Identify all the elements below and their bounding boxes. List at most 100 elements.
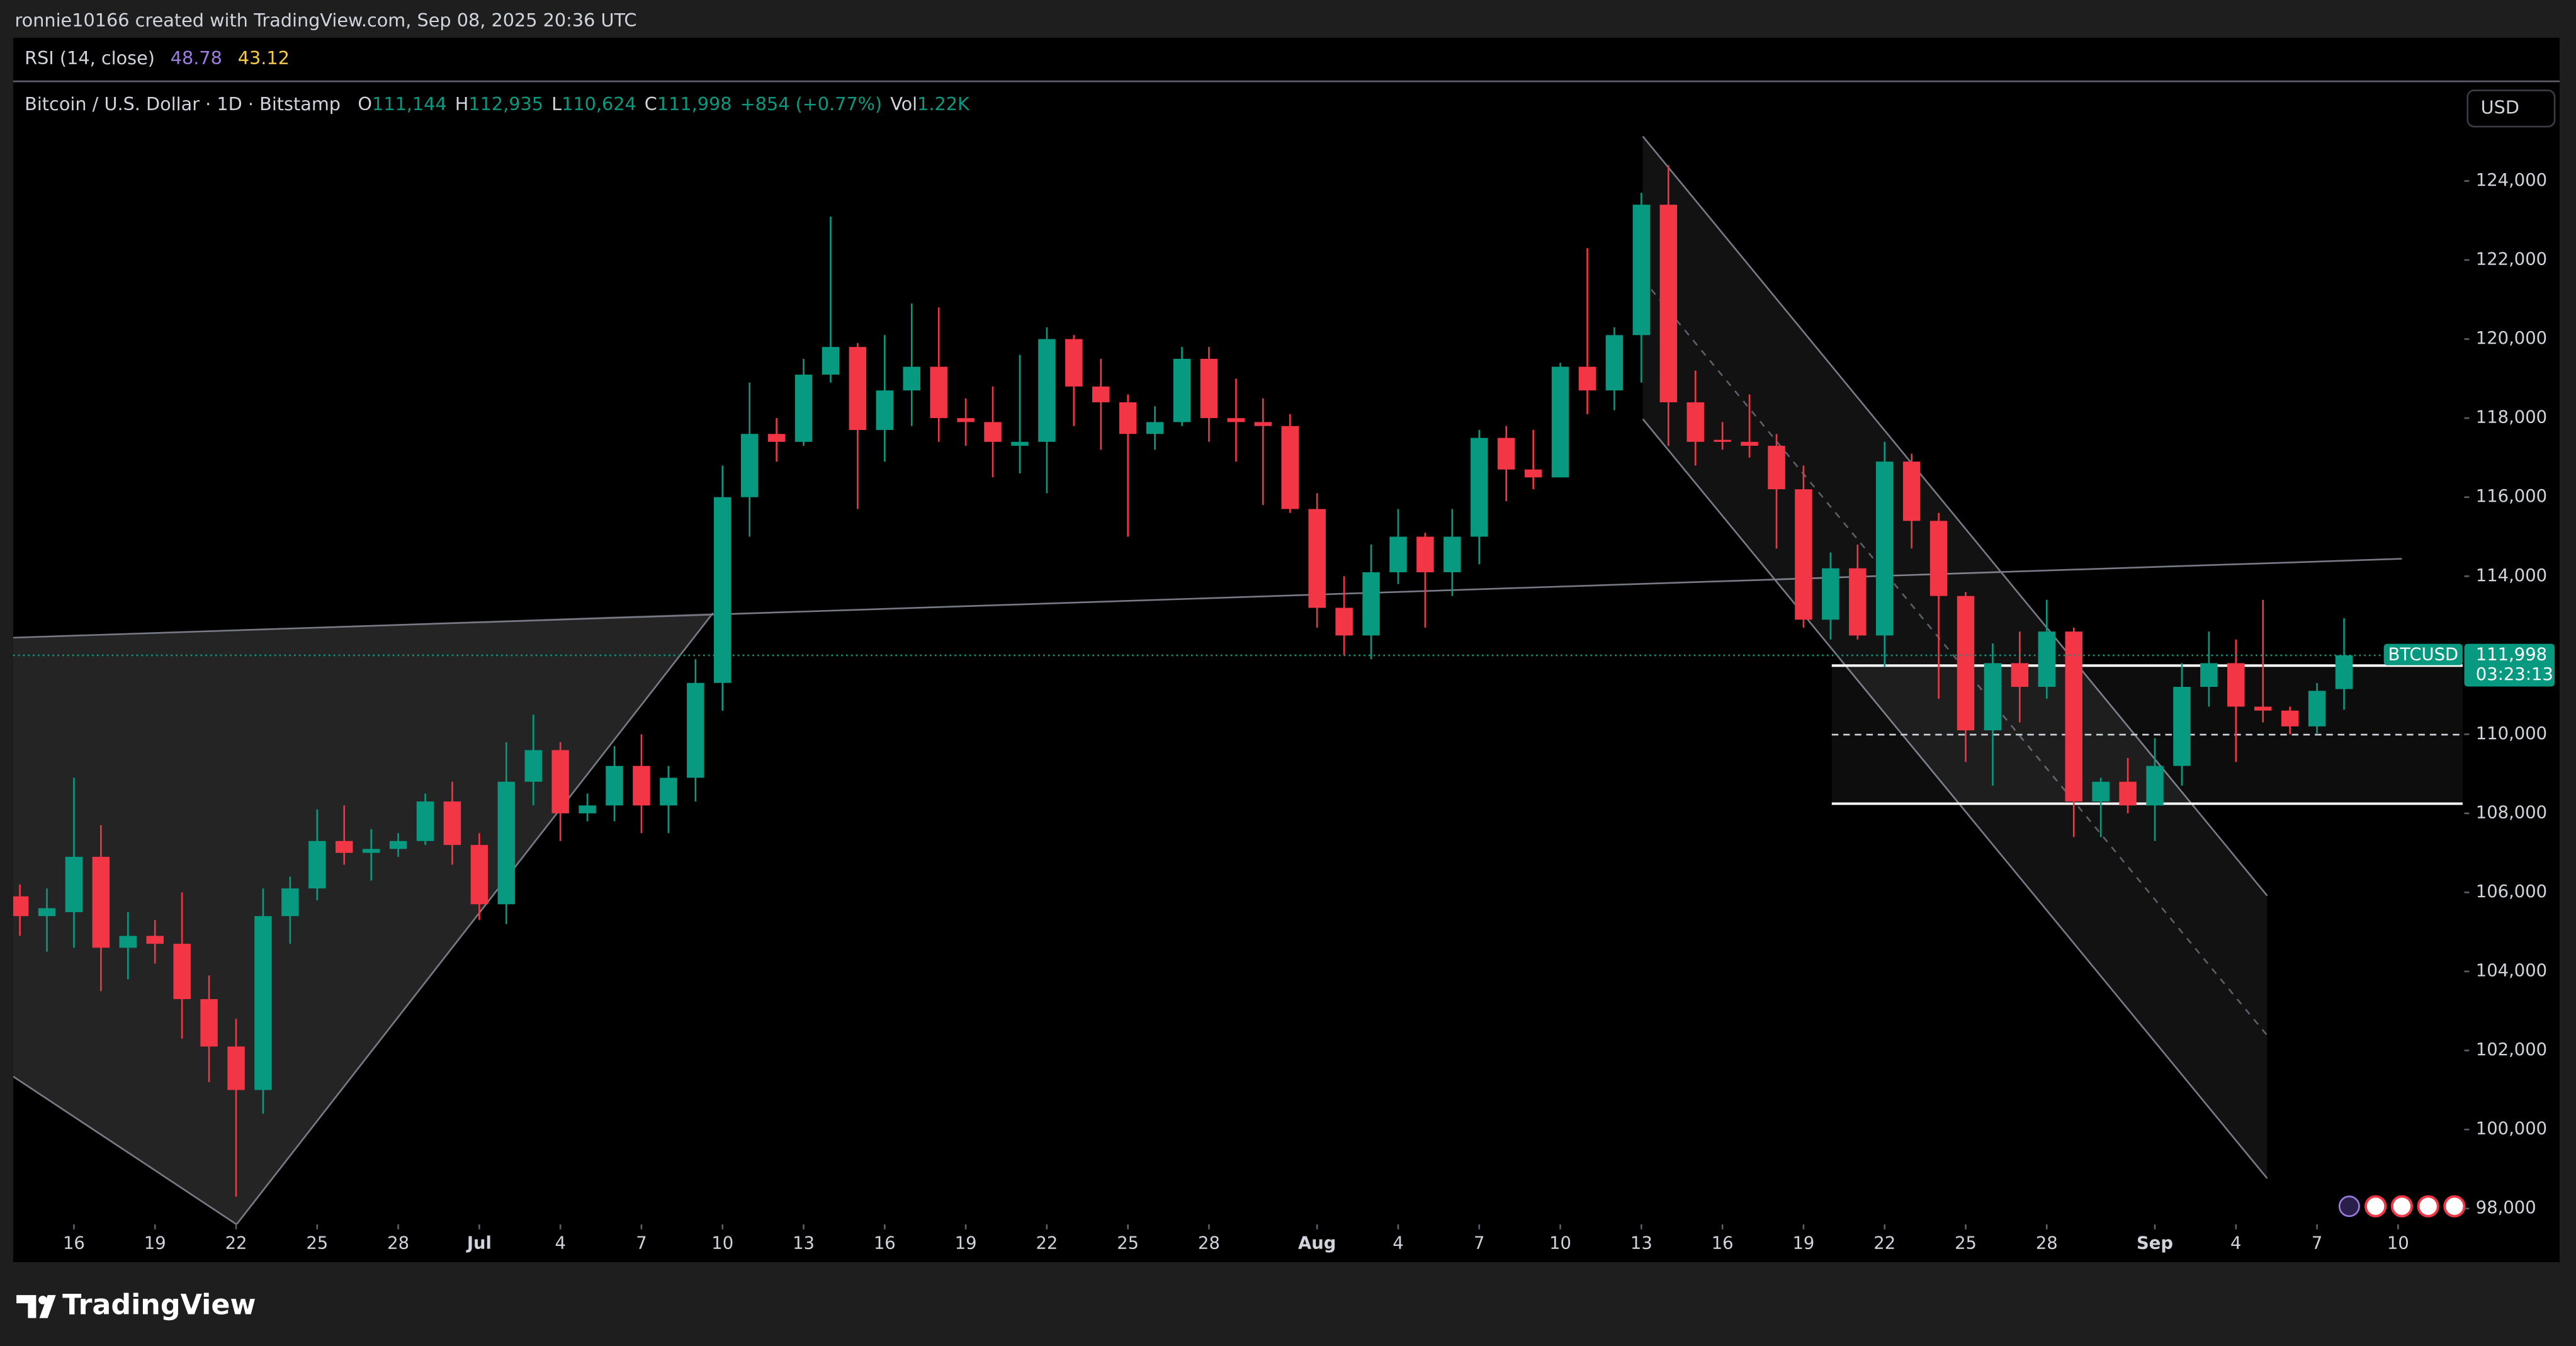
x-tick-label: 25 [1117, 1234, 1139, 1253]
candle-body [2065, 631, 2082, 802]
candle-body [146, 936, 164, 944]
event-icon[interactable] [2443, 1195, 2466, 1218]
x-tick-label: 7 [636, 1234, 647, 1253]
event-icons[interactable] [2338, 1195, 2466, 1218]
candle-body [1335, 608, 1353, 636]
candle-body [660, 778, 677, 806]
candle-body [1578, 366, 1596, 391]
candle-body [2038, 631, 2056, 687]
candle-body [551, 750, 569, 813]
wedge-line [13, 1075, 237, 1224]
candle-body [2146, 766, 2164, 806]
x-tick-label: 4 [2230, 1234, 2241, 1253]
candle-body [1471, 438, 1488, 537]
x-tick-label: 4 [555, 1234, 565, 1253]
candle-body [984, 422, 1002, 442]
x-tick-label: Sep [2137, 1234, 2173, 1253]
currency-button[interactable] [2466, 89, 2556, 128]
x-tick-label: 22 [1036, 1234, 1058, 1253]
candle-body [2200, 663, 2218, 687]
candle-body [1768, 446, 1785, 490]
x-tick-label: 22 [1873, 1234, 1895, 1253]
candle-body [1119, 402, 1137, 434]
candle-body [389, 840, 407, 849]
brand-name: TradingView [62, 1289, 256, 1321]
candle-body [1605, 335, 1624, 391]
ohlc-key: L [551, 93, 562, 115]
x-tick-label: 25 [306, 1234, 328, 1253]
candle-body [1497, 438, 1515, 470]
candle-body [1929, 521, 1948, 596]
candle-body [1443, 536, 1461, 572]
event-icon[interactable] [2364, 1195, 2387, 1218]
candle-body [1957, 596, 1975, 731]
candle-body [443, 801, 461, 845]
attribution: ronnie10166 created with TradingView.com… [14, 9, 636, 31]
x-tick-label: 16 [874, 1234, 896, 1253]
candle-body [1146, 422, 1164, 434]
symbol-tag [2383, 643, 2463, 665]
symbol-legend: Bitcoin / U.S. Dollar · 1D · Bitstamp O1… [25, 93, 970, 115]
candle-body [2281, 710, 2299, 727]
x-tick-label: 16 [1712, 1234, 1734, 1253]
candle-body [470, 845, 489, 905]
y-tick-label: 100,000 [2476, 1119, 2547, 1139]
volume-value: 1.22K [917, 93, 970, 115]
candle-body [2092, 781, 2110, 802]
candle-body [1686, 402, 1704, 442]
candle-body [1741, 441, 1758, 446]
candle-body [524, 750, 542, 782]
candle-body [1984, 663, 2002, 731]
symbol-title: Bitcoin / U.S. Dollar · 1D · Bitstamp [25, 93, 341, 115]
candle-body [1389, 536, 1407, 572]
x-tick-label: 28 [1198, 1234, 1220, 1253]
x-tick-label: 19 [1792, 1234, 1814, 1253]
y-tick-label: 124,000 [2476, 171, 2547, 190]
brand-logo [16, 1295, 56, 1318]
candle-body [903, 366, 920, 391]
candle-body [2227, 663, 2245, 707]
candle-body [1254, 422, 1272, 426]
y-tick-label: 104,000 [2476, 961, 2547, 981]
x-tick-label: 16 [63, 1234, 85, 1253]
candle-body [822, 347, 840, 375]
candle-body [606, 766, 623, 806]
candle-body [1524, 469, 1542, 478]
candle-body [1173, 358, 1191, 422]
x-tick-label: 13 [793, 1234, 815, 1253]
candle-body [335, 840, 353, 853]
candle-body [13, 896, 29, 917]
candle-body [173, 944, 191, 999]
y-tick-label: 110,000 [2476, 724, 2547, 744]
channel-line [1642, 418, 2268, 1179]
candles [13, 165, 2353, 1197]
currency-label[interactable]: USD [2481, 96, 2519, 118]
wedge-line [235, 612, 714, 1224]
candle-body [119, 936, 137, 948]
candle-body [579, 805, 596, 813]
x-tick-label: Aug [1298, 1234, 1336, 1253]
event-icon[interactable] [2390, 1195, 2413, 1218]
volume-key: Vol [890, 93, 917, 115]
ohlc-value: 111,144 [372, 93, 447, 115]
y-tick-label: 116,000 [2476, 487, 2547, 506]
price-tag [2464, 643, 2555, 687]
channel-mid [1642, 278, 2268, 1036]
x-tick-label: 4 [1393, 1234, 1403, 1253]
candle-body [1308, 509, 1326, 608]
candle-body [2119, 781, 2137, 806]
candle-body [849, 347, 867, 430]
x-tick-label: 19 [144, 1234, 166, 1253]
candle-body [1714, 439, 1731, 442]
x-tick-label: 7 [1474, 1234, 1484, 1253]
candle-body [1416, 536, 1434, 572]
event-icon[interactable] [2338, 1196, 2360, 1218]
candle-body [633, 766, 650, 806]
candle-body [1849, 568, 1867, 636]
candle-body [1065, 339, 1083, 387]
trend-line [13, 558, 2402, 639]
candle-body [308, 840, 326, 889]
event-icon[interactable] [2417, 1195, 2439, 1218]
x-tick-label: 25 [1955, 1234, 1977, 1253]
